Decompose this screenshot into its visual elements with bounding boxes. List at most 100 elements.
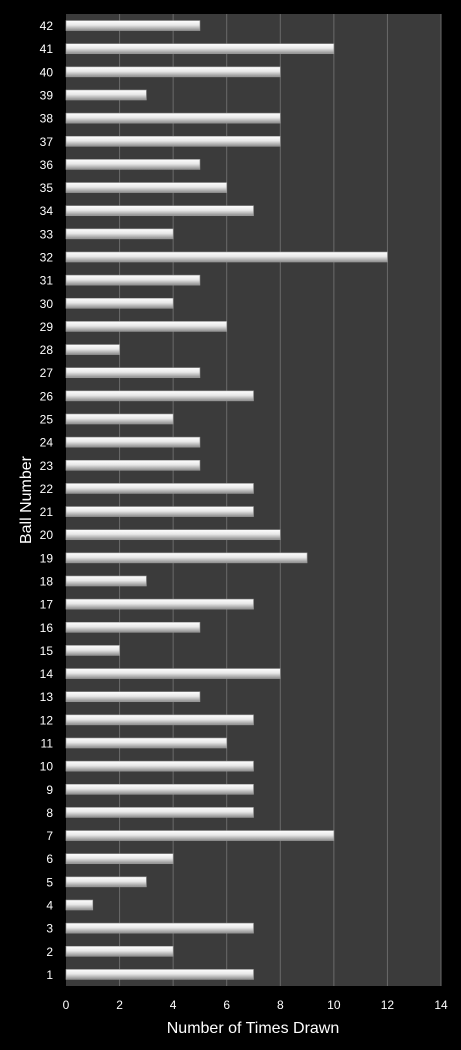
y-axis-title: Ball Number	[18, 455, 35, 544]
x-tick-label: 6	[223, 998, 230, 1012]
bar-ball-24	[65, 436, 201, 448]
y-tick-label: 9	[46, 783, 53, 797]
bar-ball-34	[65, 205, 254, 217]
bar-ball-3	[65, 922, 254, 934]
y-tick-label: 22	[40, 482, 54, 496]
bar-ball-5	[65, 876, 147, 888]
bar-ball-14	[65, 668, 281, 679]
bar-ball-19	[65, 552, 308, 564]
bar-ball-29	[65, 321, 228, 332]
y-tick-label: 1	[46, 968, 53, 982]
x-tick-label: 8	[277, 998, 284, 1012]
y-tick-label: 21	[40, 505, 54, 519]
plot-area	[66, 14, 441, 986]
bar-ball-36	[65, 159, 201, 170]
y-tick-label: 17	[40, 598, 54, 612]
y-tick-label: 29	[40, 320, 54, 334]
y-tick-label: 23	[40, 459, 54, 473]
y-tick-label: 26	[40, 389, 54, 403]
bar-ball-16	[65, 621, 201, 633]
bar-ball-30	[65, 297, 174, 309]
y-tick-label: 20	[40, 528, 54, 542]
x-tick-label: 2	[116, 998, 123, 1012]
y-tick-label: 27	[40, 366, 54, 380]
bar-ball-35	[65, 182, 228, 193]
bar-ball-18	[65, 575, 147, 587]
y-tick-label: 33	[40, 227, 54, 241]
y-tick-label: 34	[40, 204, 54, 218]
bar-ball-41	[65, 43, 335, 55]
bar-ball-23	[65, 459, 201, 471]
bar-ball-39	[65, 89, 147, 101]
y-tick-label: 4	[46, 899, 53, 913]
x-tick-label: 4	[170, 998, 177, 1012]
x-tick-label: 0	[63, 998, 70, 1012]
y-tick-label: 41	[40, 42, 54, 56]
bar-ball-17	[65, 598, 254, 610]
bar-ball-2	[65, 945, 174, 957]
x-axis-tick-labels: 0 2 4 6 8 10 12 14	[63, 998, 448, 1012]
y-tick-label: 37	[40, 135, 54, 149]
bar-ball-28	[65, 344, 120, 355]
y-tick-label: 35	[40, 181, 54, 195]
y-tick-label: 7	[46, 829, 53, 843]
bar-ball-1	[65, 969, 254, 980]
y-tick-label: 30	[40, 297, 54, 311]
y-tick-label: 15	[40, 644, 54, 658]
y-tick-label: 32	[40, 251, 54, 265]
y-axis-tick-labels: 1234567891011121314151617181920212223242…	[40, 19, 54, 982]
y-tick-label: 18	[40, 575, 54, 589]
x-tick-label: 12	[381, 998, 395, 1012]
y-tick-label: 36	[40, 158, 54, 172]
bar-ball-9	[65, 783, 254, 795]
y-tick-label: 12	[40, 713, 54, 727]
bar-ball-37	[65, 135, 281, 147]
y-tick-label: 11	[41, 737, 54, 751]
y-tick-label: 38	[40, 112, 54, 126]
bar-ball-27	[65, 367, 201, 379]
bar-ball-40	[65, 66, 281, 78]
gridlines	[119, 14, 442, 986]
y-tick-label: 24	[40, 436, 54, 450]
bar-ball-26	[65, 390, 254, 402]
y-tick-label: 16	[40, 621, 54, 635]
y-tick-label: 19	[40, 551, 54, 565]
bar-ball-25	[65, 413, 174, 425]
x-tick-label: 14	[434, 998, 448, 1012]
bar-ball-31	[65, 274, 201, 286]
bar-ball-10	[65, 760, 254, 772]
y-tick-label: 40	[40, 65, 54, 79]
y-tick-label: 28	[40, 343, 54, 357]
bar-ball-38	[65, 112, 281, 124]
y-tick-label: 14	[40, 667, 54, 681]
y-tick-label: 5	[46, 875, 53, 889]
bar-ball-6	[65, 853, 174, 865]
bar-ball-8	[65, 807, 254, 818]
x-axis-title: Number of Times Drawn	[167, 1020, 340, 1037]
y-tick-label: 2	[46, 945, 53, 959]
bar-ball-7	[65, 830, 335, 841]
bar-ball-42	[65, 20, 201, 31]
bar-ball-21	[65, 506, 254, 517]
y-tick-label: 42	[40, 19, 54, 33]
y-tick-label: 25	[40, 413, 54, 427]
y-tick-label: 3	[46, 922, 53, 936]
bars	[65, 20, 388, 980]
y-tick-label: 13	[40, 690, 54, 704]
bar-ball-33	[65, 228, 174, 240]
y-tick-label: 39	[40, 89, 54, 103]
y-tick-label: 6	[46, 852, 53, 866]
x-tick-label: 10	[327, 998, 341, 1012]
bar-ball-12	[65, 714, 254, 726]
y-tick-label: 8	[46, 806, 53, 820]
y-tick-label: 10	[40, 760, 54, 774]
bar-ball-15	[65, 645, 120, 656]
bar-ball-32	[65, 251, 388, 263]
y-tick-label: 31	[40, 274, 54, 288]
bar-ball-22	[65, 483, 254, 494]
bar-ball-11	[65, 737, 228, 749]
bar-ball-20	[65, 529, 281, 541]
bar-ball-4	[65, 899, 94, 911]
bar-ball-13	[65, 691, 201, 703]
